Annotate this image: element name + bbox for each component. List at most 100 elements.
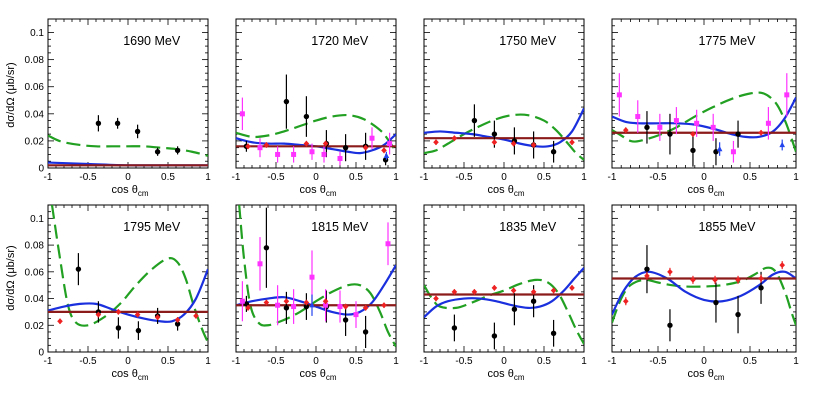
x-tick-label: 1: [793, 356, 799, 367]
data-point-square: [309, 149, 315, 155]
data-points: [616, 73, 790, 167]
data-point-circle: [451, 325, 458, 331]
data-point-diamond: [134, 311, 141, 318]
data-point-diamond: [381, 302, 387, 309]
x-tick-label: 0.5: [161, 356, 175, 367]
data-point-diamond: [95, 311, 102, 318]
data-point-circle: [75, 266, 82, 272]
x-axis-title-main: cos θ: [688, 368, 714, 380]
data-point-diamond: [303, 299, 310, 306]
data-point-square: [616, 92, 622, 98]
panel-title: 1855 MeV: [698, 220, 756, 234]
x-axis-title-sub: cm: [138, 189, 149, 198]
data-point-diamond: [451, 135, 458, 142]
x-axis-title: cos θcm: [300, 184, 337, 198]
x-axis-title: cos θcm: [488, 368, 525, 382]
data-point-circle: [135, 327, 142, 334]
x-tick-label: -1: [420, 356, 429, 367]
x-tick-label: -0.5: [267, 172, 285, 183]
data-point-circle: [283, 98, 290, 105]
x-tick-label: 1: [581, 356, 587, 367]
blue-curve-line: [612, 270, 796, 316]
data-point-square: [321, 151, 327, 157]
data-point-circle: [263, 245, 270, 251]
panel-title: 1815 MeV: [311, 220, 369, 234]
x-tick-label: 0: [501, 356, 507, 367]
data-point-square: [257, 261, 263, 267]
data-point-diamond: [283, 298, 290, 305]
data-point-circle: [511, 306, 518, 312]
data-point-diamond: [322, 298, 329, 305]
data-point-circle: [115, 325, 122, 331]
data-point-square: [784, 92, 790, 98]
data-point-diamond: [510, 287, 517, 294]
data-point-diamond: [758, 275, 764, 282]
data-point-diamond: [342, 303, 349, 310]
x-tick-label: 0.5: [743, 356, 757, 367]
data-point-diamond: [381, 147, 387, 154]
data-point-diamond: [735, 276, 741, 283]
data-point-circle: [491, 131, 498, 137]
x-tick-label: -1: [608, 172, 617, 183]
x-tick-label: -0.5: [79, 172, 97, 183]
y-tick-label: 0.04: [25, 109, 45, 120]
data-point-square: [275, 151, 281, 157]
data-point-square: [239, 111, 245, 117]
data-point-square: [353, 312, 359, 318]
x-tick-label: 0: [313, 172, 319, 183]
data-point-circle: [362, 329, 369, 335]
data-point-diamond: [193, 312, 199, 319]
data-point-circle: [174, 147, 181, 154]
data-point-circle: [283, 305, 290, 311]
x-tick-label: -1: [44, 172, 53, 183]
data-point-circle: [713, 299, 719, 306]
data-point-diamond: [115, 308, 122, 315]
y-tick-label: 0.1: [30, 214, 44, 225]
data-point-circle: [667, 131, 673, 137]
data-point-circle: [303, 113, 310, 120]
panel-3: -1 -0.5 0 0.5 1 cos θcm 1750 MeV: [420, 18, 587, 198]
x-tick-label: -1: [420, 172, 429, 183]
x-tick-label: 1: [793, 172, 799, 183]
data-point-circle: [644, 124, 650, 131]
data-point-diamond: [491, 284, 498, 291]
x-tick-label: 0.5: [743, 172, 757, 183]
x-tick-label: 0: [501, 172, 507, 183]
data-point-diamond: [644, 272, 650, 279]
data-points: [57, 253, 199, 340]
panel-title: 1720 MeV: [311, 34, 369, 48]
data-point-square: [385, 241, 391, 247]
x-tick-label: -0.5: [267, 356, 285, 367]
x-tick-label: -1: [44, 356, 53, 367]
data-point-diamond: [510, 140, 517, 147]
x-tick-label: 0: [313, 356, 319, 367]
data-point-diamond: [433, 139, 439, 146]
data-point-circle: [550, 149, 557, 155]
data-point-diamond: [154, 314, 161, 321]
data-points: [623, 245, 785, 342]
x-tick-label: -0.5: [649, 172, 667, 183]
x-tick-label: -0.5: [79, 356, 97, 367]
data-point-square: [710, 124, 716, 130]
x-axis-title-main: cos θ: [300, 368, 326, 380]
data-point-diamond: [779, 262, 785, 269]
curves: [48, 205, 208, 344]
data-point-square: [369, 135, 375, 141]
x-axis-title-sub: cm: [514, 189, 525, 198]
blue-curve-line: [424, 107, 584, 148]
data-point-circle: [758, 285, 764, 291]
y-axis-title: dσ/dΩ (μb/sr): [5, 62, 17, 127]
data-point-square: [730, 149, 736, 155]
data-point-square: [635, 114, 641, 120]
x-axis-title-sub: cm: [514, 373, 525, 382]
data-point-square: [309, 274, 315, 280]
data-point-diamond: [623, 298, 629, 305]
y-tick-label: 0.08: [25, 241, 45, 252]
panel-1: -1 -0.5 0 0.5 1 0 0.02 0.04 0.06 0.08 0.1 cos θcm 16…: [25, 18, 211, 198]
data-point-diamond: [471, 288, 478, 295]
y-tick-label: 0.02: [25, 136, 45, 147]
data-point-square: [239, 298, 245, 304]
x-axis-title-main: cos θ: [488, 368, 514, 380]
data-point-diamond: [712, 276, 718, 283]
data-point-square: [657, 124, 663, 130]
